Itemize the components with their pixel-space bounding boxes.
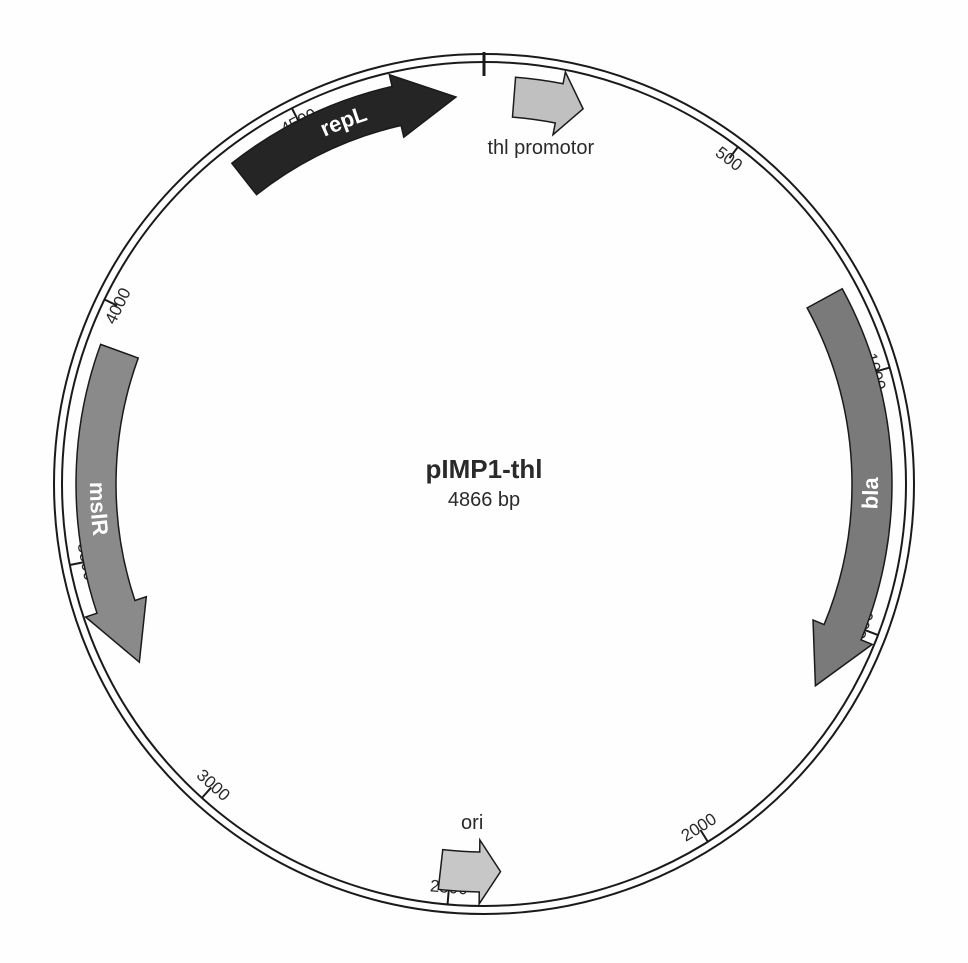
feature-thl-promotor <box>512 72 583 135</box>
scale-label: 2000 <box>678 809 720 845</box>
feature-label: bla <box>857 477 883 510</box>
feature-label: mslR <box>85 482 113 537</box>
scale-label: 4000 <box>101 285 135 327</box>
feature-label: thl promotor <box>487 137 594 159</box>
scale-label: 500 <box>712 143 746 175</box>
plasmid-name: pIMP1-thl <box>426 454 543 484</box>
plasmid-size: 4866 bp <box>448 489 520 511</box>
inner-ring <box>62 62 906 906</box>
feature-repl <box>232 75 456 195</box>
feature-label: ori <box>461 812 483 834</box>
scale-label: 3000 <box>193 765 234 804</box>
outer-ring <box>54 54 914 914</box>
plasmid-map: 50010001500200025003000350040004500thl p… <box>0 0 968 963</box>
